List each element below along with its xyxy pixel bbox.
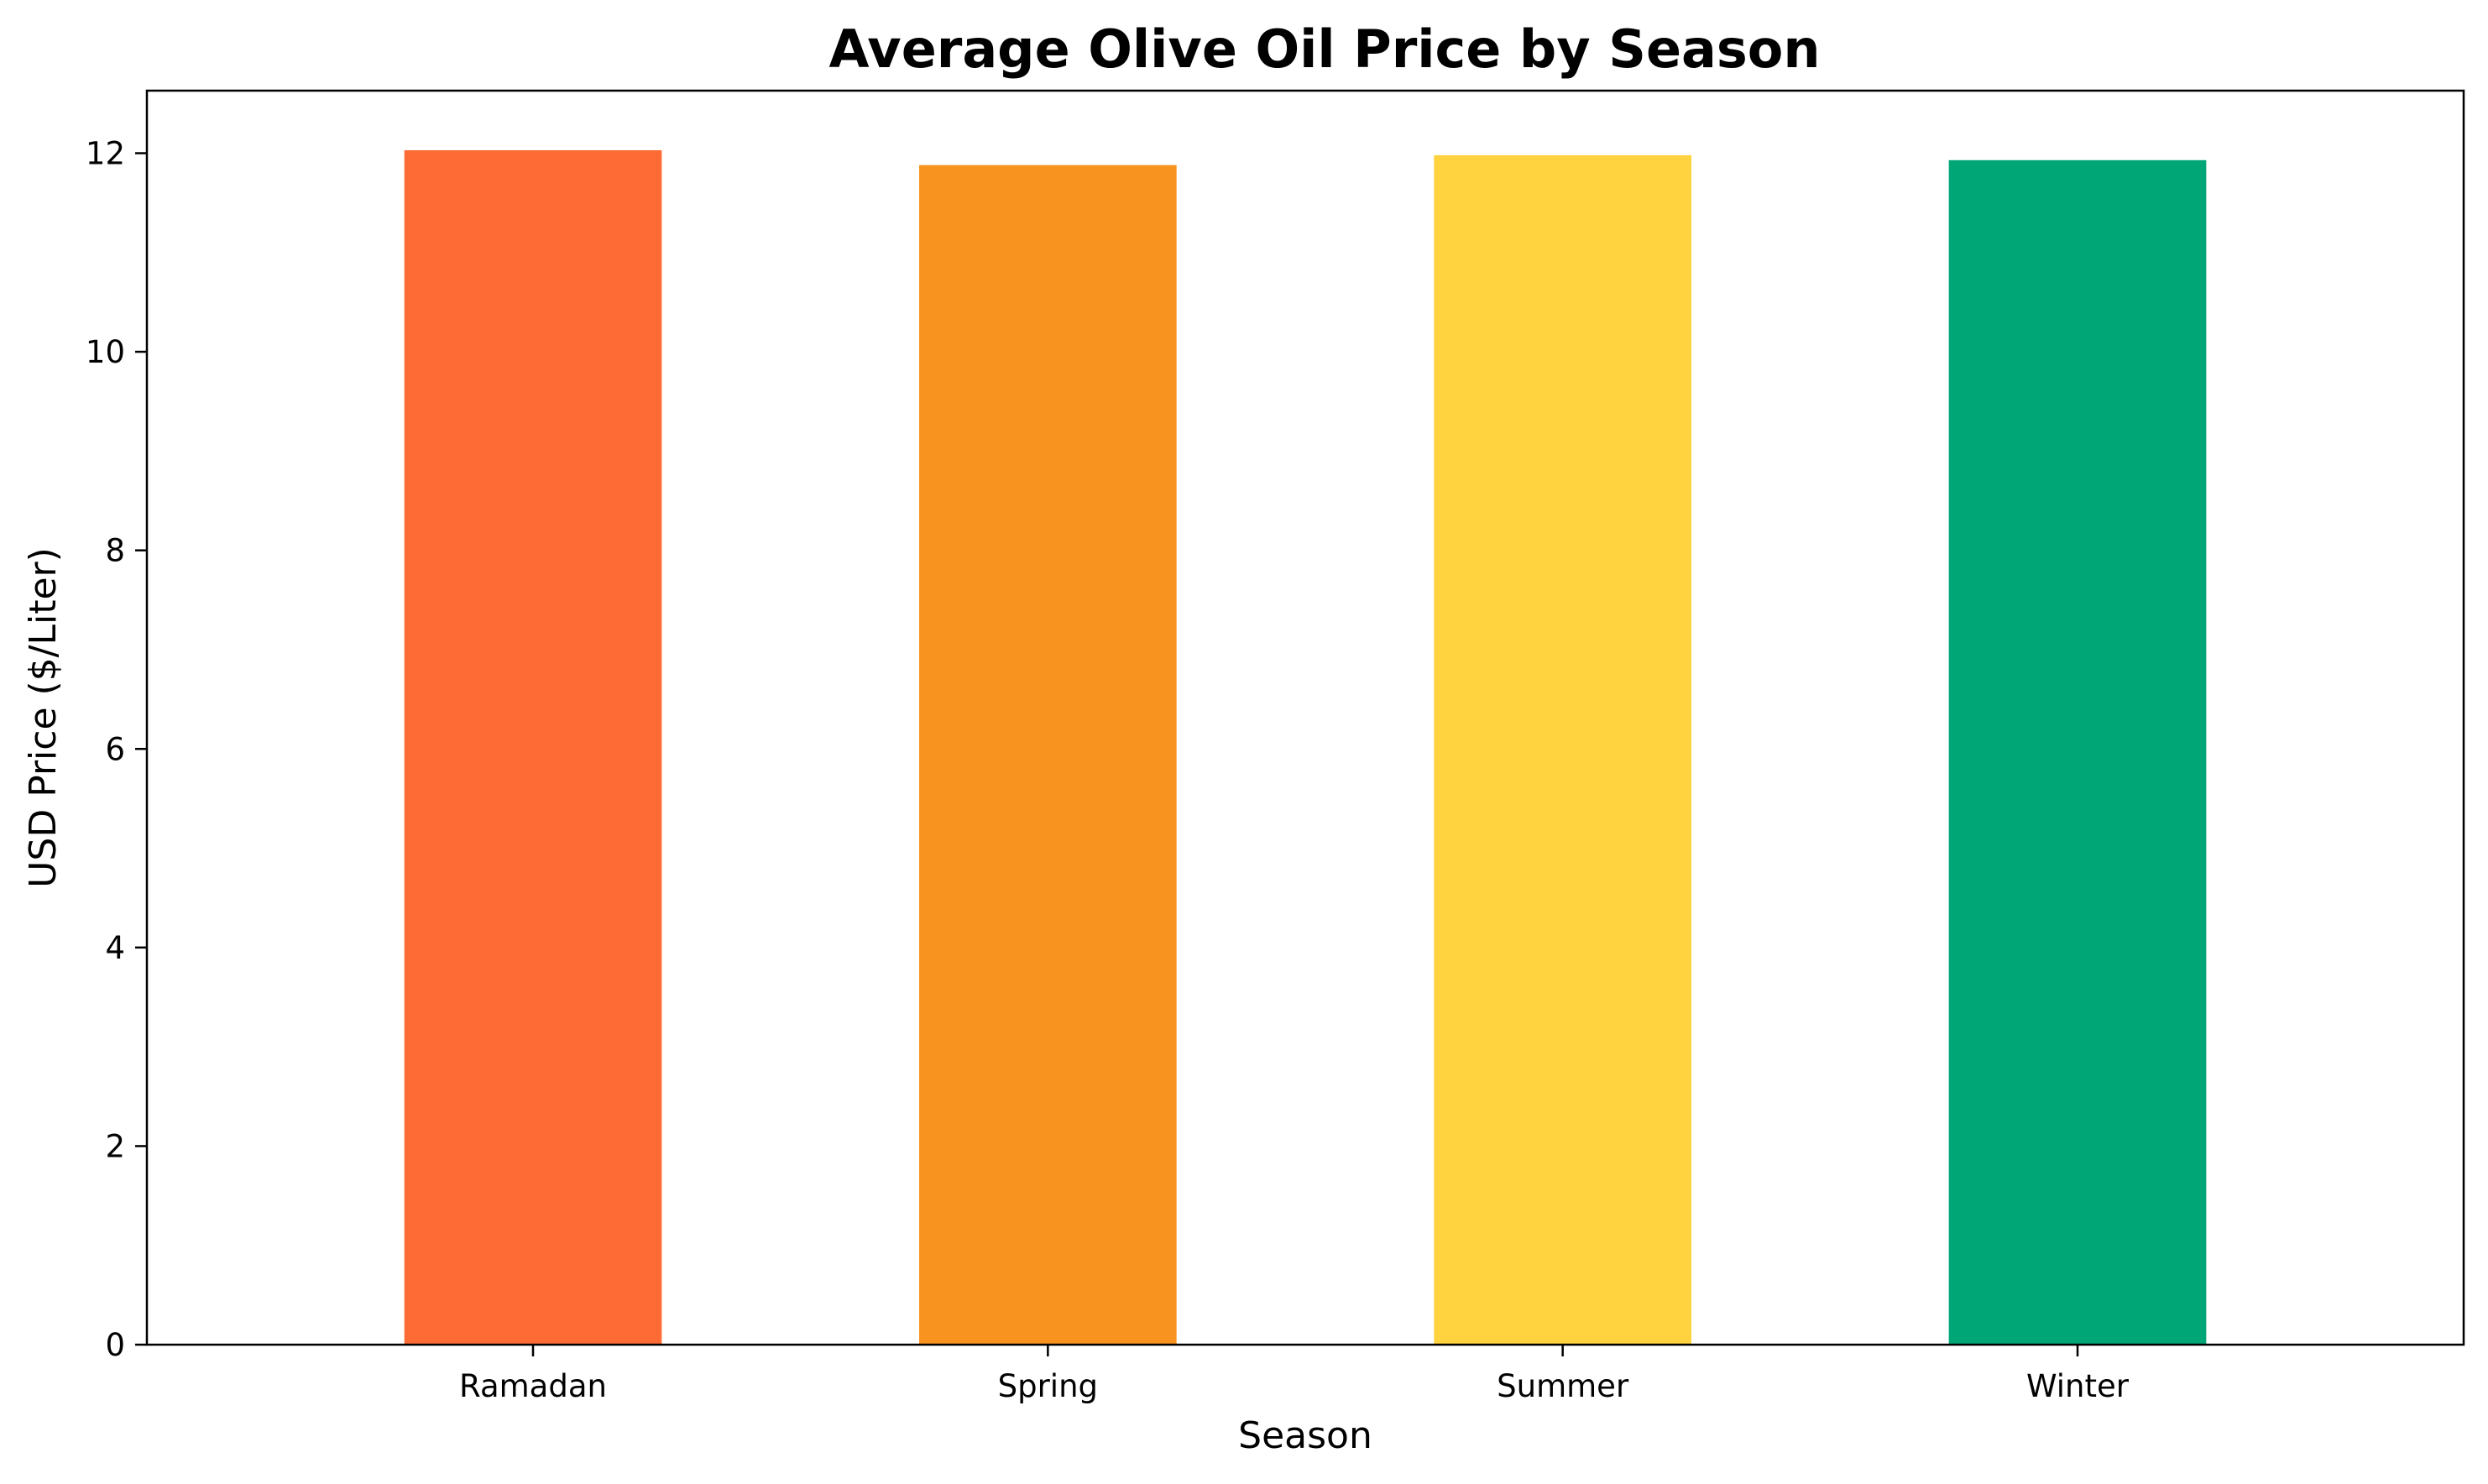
plot-area: 0 2 4 6 8 10 12 Ramadan Spring Summer Winter (86, 89, 2465, 1404)
x-tick-label: Summer (1497, 1368, 1629, 1404)
x-tick-label: Ramadan (459, 1368, 607, 1404)
chart-title: Average Olive Oil Price by Season (829, 18, 1821, 80)
y-axis-label: USD Price ($/Liter) (22, 547, 65, 888)
y-tick-label: 10 (86, 334, 125, 370)
x-tick-label: Spring (998, 1368, 1098, 1404)
y-tick-label: 4 (105, 930, 125, 966)
bars-group (404, 149, 2207, 1346)
y-tick-label: 2 (105, 1128, 125, 1164)
bar-summer (1434, 154, 1691, 1345)
y-tick-label: 6 (105, 731, 125, 767)
y-axis-ticks: 0 2 4 6 8 10 12 (86, 136, 147, 1363)
y-tick-label: 8 (105, 533, 125, 569)
y-tick-label: 0 (105, 1327, 125, 1363)
bar-spring (919, 165, 1177, 1346)
bar-ramadan (404, 149, 662, 1345)
axes-frame (145, 89, 2465, 1346)
y-tick-label: 12 (86, 136, 125, 172)
x-axis-ticks: Ramadan Spring Summer Winter (459, 1345, 2130, 1404)
bar-winter (1948, 159, 2207, 1345)
x-axis-label: Season (1238, 1414, 1372, 1457)
x-tick-label: Winter (2026, 1368, 2130, 1404)
